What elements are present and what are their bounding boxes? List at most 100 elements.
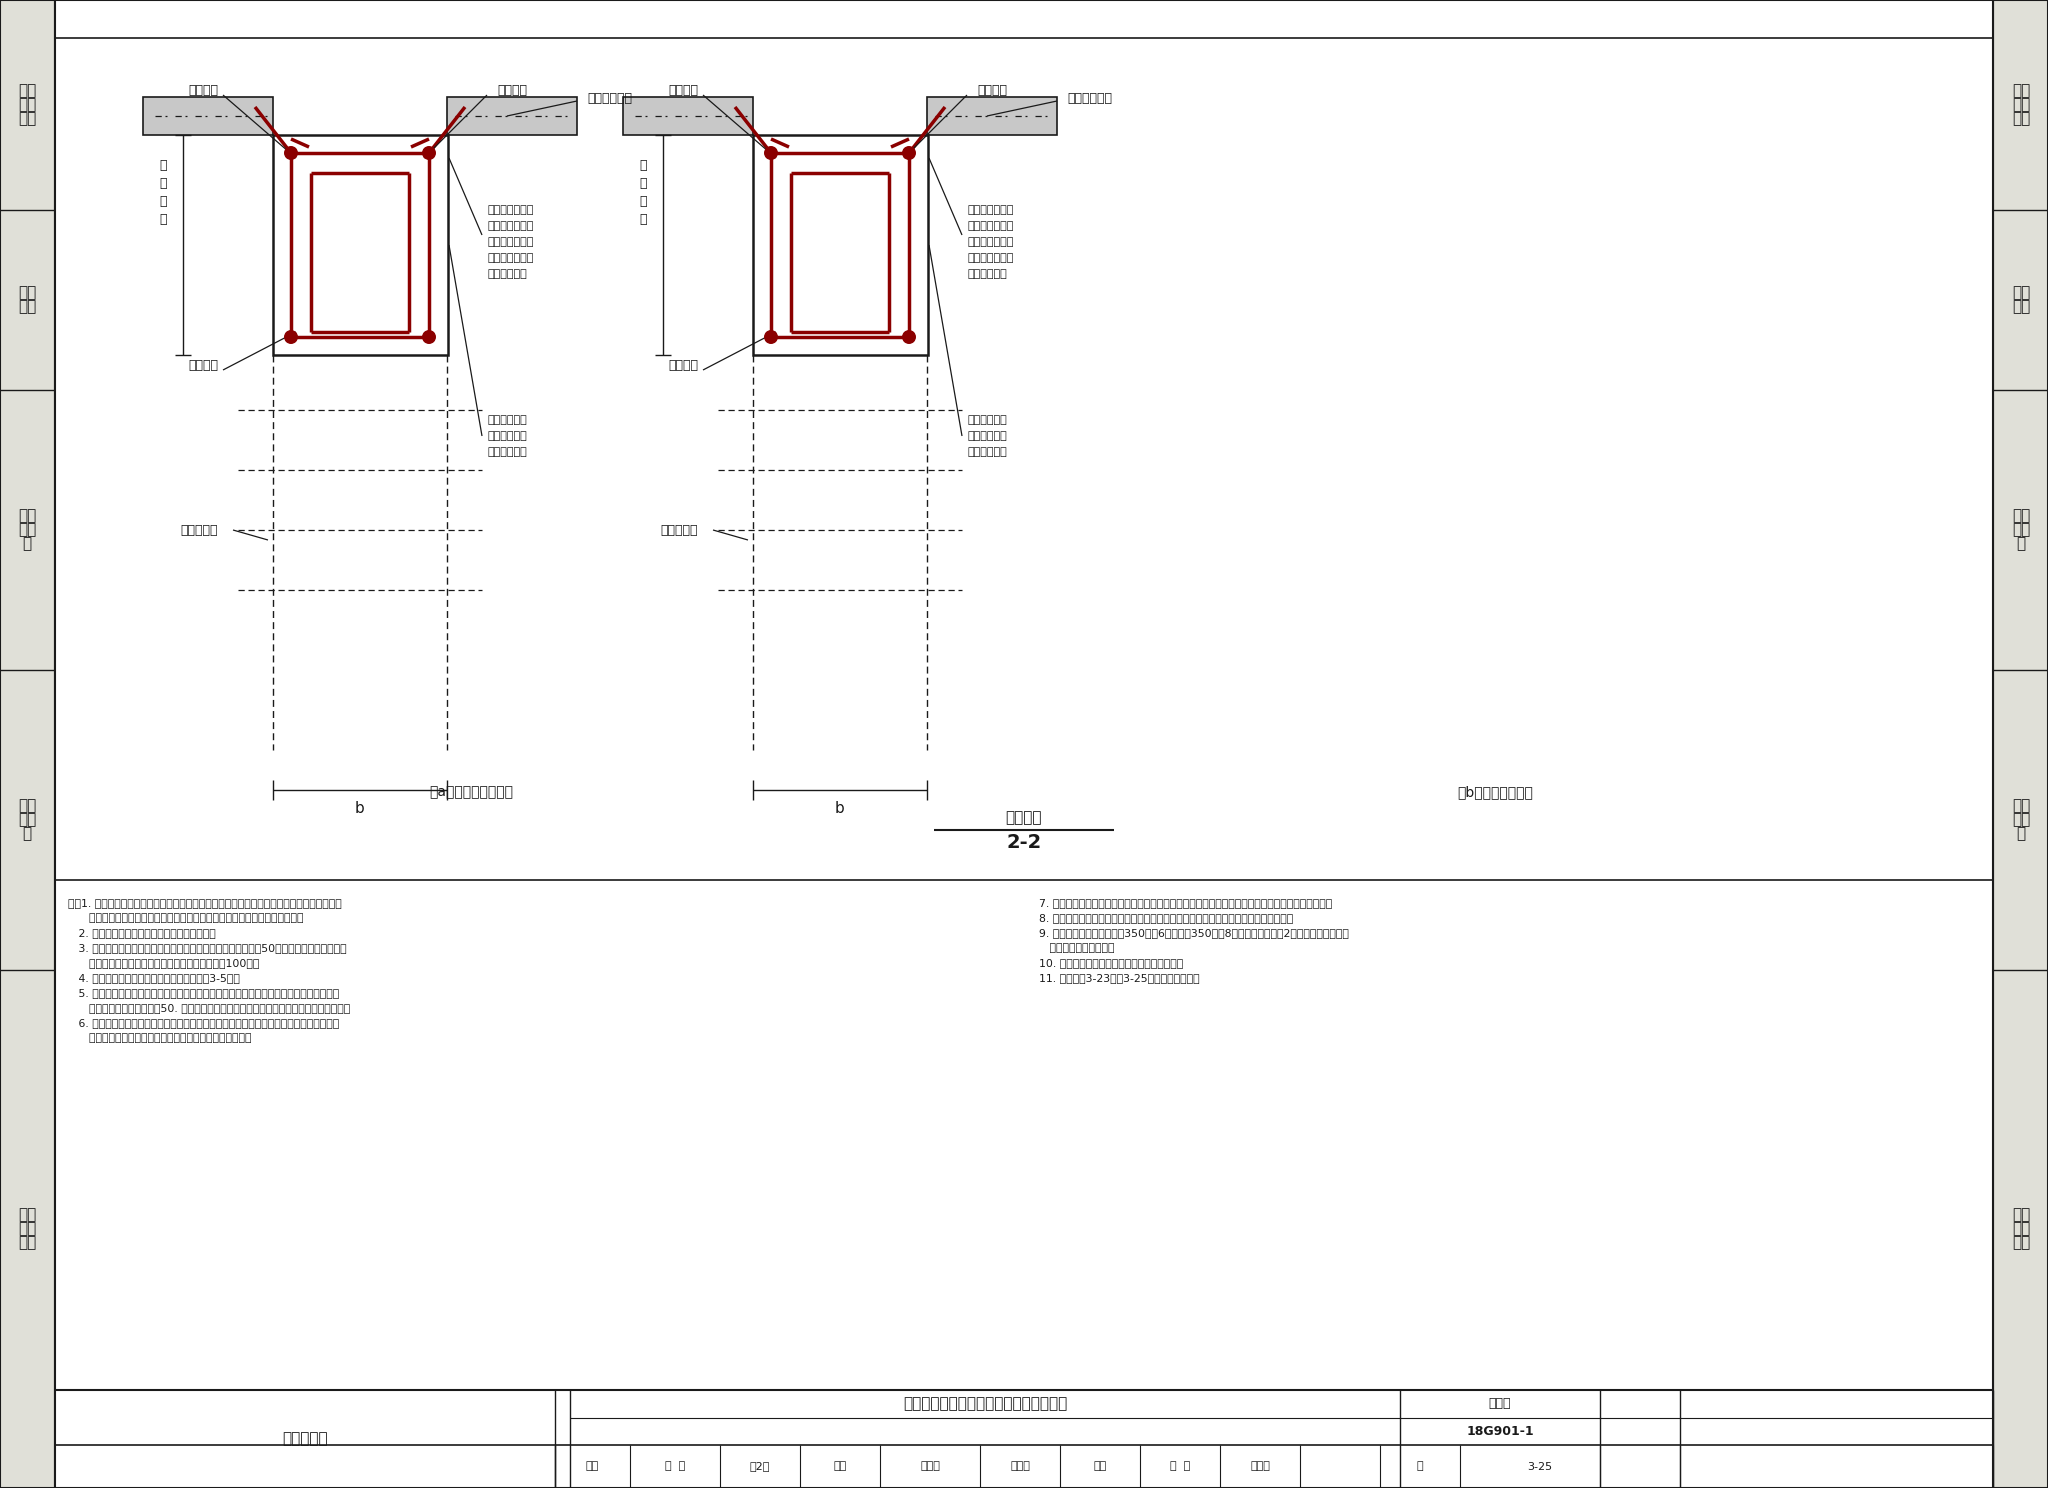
Text: 无梁: 无梁	[18, 1207, 37, 1223]
Text: 构造: 构造	[2011, 98, 2030, 113]
Text: 分: 分	[23, 537, 31, 552]
Circle shape	[422, 330, 436, 344]
Text: 分: 分	[2017, 826, 2025, 842]
Circle shape	[285, 330, 299, 344]
Text: 墙身水平分布筋: 墙身水平分布筋	[487, 222, 532, 231]
Text: 高: 高	[160, 195, 166, 207]
Text: 筋外皮平齐）: 筋外皮平齐）	[487, 269, 526, 280]
Text: 设计: 设计	[1094, 1461, 1106, 1472]
Text: 暗梁纵筋: 暗梁纵筋	[668, 83, 698, 97]
Text: 墙身水平分布: 墙身水平分布	[967, 415, 1008, 426]
Text: 屋面板或楼板: 屋面板或楼板	[1067, 91, 1112, 104]
Text: 筋在暗梁箍筋: 筋在暗梁箍筋	[487, 432, 526, 440]
Text: 18G901-1: 18G901-1	[1466, 1424, 1534, 1437]
Text: 一叫刚: 一叫刚	[1249, 1461, 1270, 1472]
Text: 页: 页	[1417, 1461, 1423, 1472]
Text: 部分: 部分	[2011, 1235, 2030, 1250]
Text: 分: 分	[2017, 537, 2025, 552]
Text: 审核: 审核	[586, 1461, 598, 1472]
Text: 一般: 一般	[2011, 83, 2030, 98]
Bar	[623, 97, 754, 135]
Text: 暗梁纵筋: 暗梁纵筋	[188, 359, 217, 372]
Bar	[446, 97, 578, 135]
Text: 楼盖: 楼盖	[18, 1222, 37, 1237]
Text: 暗梁纵筋: 暗梁纵筋	[668, 359, 698, 372]
Text: 4. 剪力墙竖向钢筋的锚固构造详见本图集第3-5页。: 4. 剪力墙竖向钢筋的锚固构造详见本图集第3-5页。	[68, 973, 240, 984]
Text: 力墙水平分布筋作为暗梁侧面纵筋在暗梁箍筋外侧紧靠箍筋外皮连续配置。: 力墙水平分布筋作为暗梁侧面纵筋在暗梁箍筋外侧紧靠箍筋外皮连续配置。	[68, 914, 303, 923]
Circle shape	[901, 146, 915, 161]
Text: 暗梁纵筋: 暗梁纵筋	[977, 83, 1008, 97]
Text: 墙顶暗梁: 墙顶暗梁	[1006, 811, 1042, 826]
Text: 暗: 暗	[160, 159, 166, 171]
Text: 板部: 板部	[2011, 812, 2030, 827]
Text: 外侧连续设置: 外侧连续设置	[967, 446, 1008, 457]
Text: 8. 当楼层暗梁位于连梁腰部时，其钢筋排布构造要求与楼层暗梁位于连梁项部时相同。: 8. 当楼层暗梁位于连梁腰部时，其钢筋排布构造要求与楼层暗梁位于连梁项部时相同。	[1038, 914, 1292, 923]
Text: 普通: 普通	[2011, 799, 2030, 814]
Text: 侧面水平筋隔一拉一。: 侧面水平筋隔一拉一。	[1038, 943, 1114, 952]
Text: 外侧连续设置: 外侧连续设置	[487, 446, 526, 457]
Text: 2-2: 2-2	[1006, 832, 1042, 851]
Text: 板顶向下第一排: 板顶向下第一排	[967, 205, 1014, 214]
Text: 7. 施工时可将封闭箍筋等钩位置设置于暗梁项部，相邻两组箍筋等钩位置沿暗梁纵向交错对称排布。: 7. 施工时可将封闭箍筋等钩位置设置于暗梁项部，相邻两组箍筋等钩位置沿暗梁纵向交…	[1038, 897, 1333, 908]
Text: 2. 剪力墙竖向分布筋连续通过暗梁高度范围。: 2. 剪力墙竖向分布筋连续通过暗梁高度范围。	[68, 929, 215, 937]
Text: 暗梁箍筋（箍筋: 暗梁箍筋（箍筋	[967, 237, 1014, 247]
Text: 高: 高	[639, 195, 647, 207]
Text: 梁: 梁	[160, 177, 166, 189]
Bar	[1993, 0, 2048, 1488]
Text: 暗: 暗	[639, 159, 647, 171]
Text: 一般: 一般	[18, 83, 37, 98]
Text: 暗梁纵筋: 暗梁纵筋	[188, 83, 217, 97]
Text: 6. 当边缘构件封闭箍筋与墙身水平分布筋标高相同时，宜向上或者向下局部调整墙体水平: 6. 当边缘构件封闭箍筋与墙身水平分布筋标高相同时，宜向上或者向下局部调整墙体水…	[68, 1018, 340, 1028]
Text: 剪力: 剪力	[18, 509, 37, 524]
Text: 墙身水平分布: 墙身水平分布	[487, 415, 526, 426]
Text: 剪力墙部分: 剪力墙部分	[283, 1431, 328, 1446]
Text: 刘  簏: 刘 簏	[666, 1461, 686, 1472]
Text: 9. 暗梁拉箍直径：当架宽＜350时为6，架宽＞350时为8；拉箍水平间距为2倍箍筋间距，竖向沿: 9. 暗梁拉箍直径：当架宽＜350时为6，架宽＞350时为8；拉箍水平间距为2倍…	[1038, 929, 1350, 937]
Text: 板顶向下第一排: 板顶向下第一排	[487, 205, 532, 214]
Text: 屋面板或楼板: 屋面板或楼板	[588, 91, 633, 104]
Text: 部分: 部分	[18, 1235, 37, 1250]
Text: （b）项层边墙位置: （b）项层边墙位置	[1456, 786, 1534, 799]
Bar	[754, 135, 928, 356]
Text: 要求: 要求	[2011, 112, 2030, 126]
Text: 构造: 构造	[18, 98, 37, 113]
Text: 暗梁纵筋: 暗梁纵筋	[498, 83, 526, 97]
Text: 3. 暗梁箍筋由剪力墙构造边缘构件或约束边缘构件阴影区边缘50处开始设置；暗梁与楼面: 3. 暗梁箍筋由剪力墙构造边缘构件或约束边缘构件阴影区边缘50处开始设置；暗梁与…	[68, 943, 346, 952]
Text: 板部: 板部	[18, 812, 37, 827]
Text: 姚  刚: 姚 刚	[1169, 1461, 1190, 1472]
Text: 分布筋位置，竖向位移距离为需要让边缘构件箍筋直径。: 分布筋位置，竖向位移距离为需要让边缘构件箍筋直径。	[68, 1033, 252, 1043]
Text: 注：1. 暗梁箍筋外皮与剪力墙竖向钢筋外皮平齐，暗梁上、下部纵筋在暗梁箍筋内侧设置，剪: 注：1. 暗梁箍筋外皮与剪力墙竖向钢筋外皮平齐，暗梁上、下部纵筋在暗梁箍筋内侧设…	[68, 897, 342, 908]
Text: 墙部: 墙部	[18, 522, 37, 537]
Circle shape	[764, 146, 778, 161]
Text: 梁: 梁	[639, 177, 647, 189]
Bar	[928, 97, 1057, 135]
Bar	[0, 0, 55, 1488]
Text: 部分: 部分	[18, 299, 37, 314]
Text: 部分: 部分	[2011, 299, 2030, 314]
Bar	[272, 135, 449, 356]
Text: 要求: 要求	[18, 112, 37, 126]
Text: 剪力墙暗梁钢筋排布构造详图（剖面图）: 剪力墙暗梁钢筋排布构造详图（剖面图）	[903, 1396, 1067, 1411]
Circle shape	[901, 330, 915, 344]
Text: 5. 墙身水平分布钢筋排布以各层楼面标高处为分界，剪力墙层高范围内板项向上第一排墙: 5. 墙身水平分布钢筋排布以各层楼面标高处为分界，剪力墙层高范围内板项向上第一排…	[68, 988, 340, 998]
Text: b: b	[836, 801, 846, 815]
Text: 墙部: 墙部	[2011, 522, 2030, 537]
Text: 剪力: 剪力	[2011, 509, 2030, 524]
Text: 校对: 校对	[834, 1461, 846, 1472]
Text: 度: 度	[639, 213, 647, 226]
Text: 剪力墙连梁相连一端的箍筋设置到距门窗洞口边100处。: 剪力墙连梁相连一端的箍筋设置到距门窗洞口边100处。	[68, 958, 260, 969]
Circle shape	[285, 146, 299, 161]
Circle shape	[422, 146, 436, 161]
Text: 外皮与墙竖向钢: 外皮与墙竖向钢	[967, 253, 1014, 263]
Text: 普通: 普通	[18, 799, 37, 814]
Text: （a）项层中间墙位置: （a）项层中间墙位置	[428, 786, 514, 799]
Text: 分: 分	[23, 826, 31, 842]
Text: 墙身拉结筋: 墙身拉结筋	[662, 524, 698, 537]
Text: 10. 端部洞口暗梁的纵向钢筋做法同框架结构。: 10. 端部洞口暗梁的纵向钢筋做法同框架结构。	[1038, 958, 1184, 969]
Text: 筋外皮平齐）: 筋外皮平齐）	[967, 269, 1008, 280]
Text: 墙身水平分布筋: 墙身水平分布筋	[967, 222, 1014, 231]
Text: 无梁: 无梁	[2011, 1207, 2030, 1223]
Text: 墙身拉结筋: 墙身拉结筋	[180, 524, 217, 537]
Text: 图集号: 图集号	[1489, 1397, 1511, 1411]
Text: 刈2乃: 刈2乃	[750, 1461, 770, 1472]
